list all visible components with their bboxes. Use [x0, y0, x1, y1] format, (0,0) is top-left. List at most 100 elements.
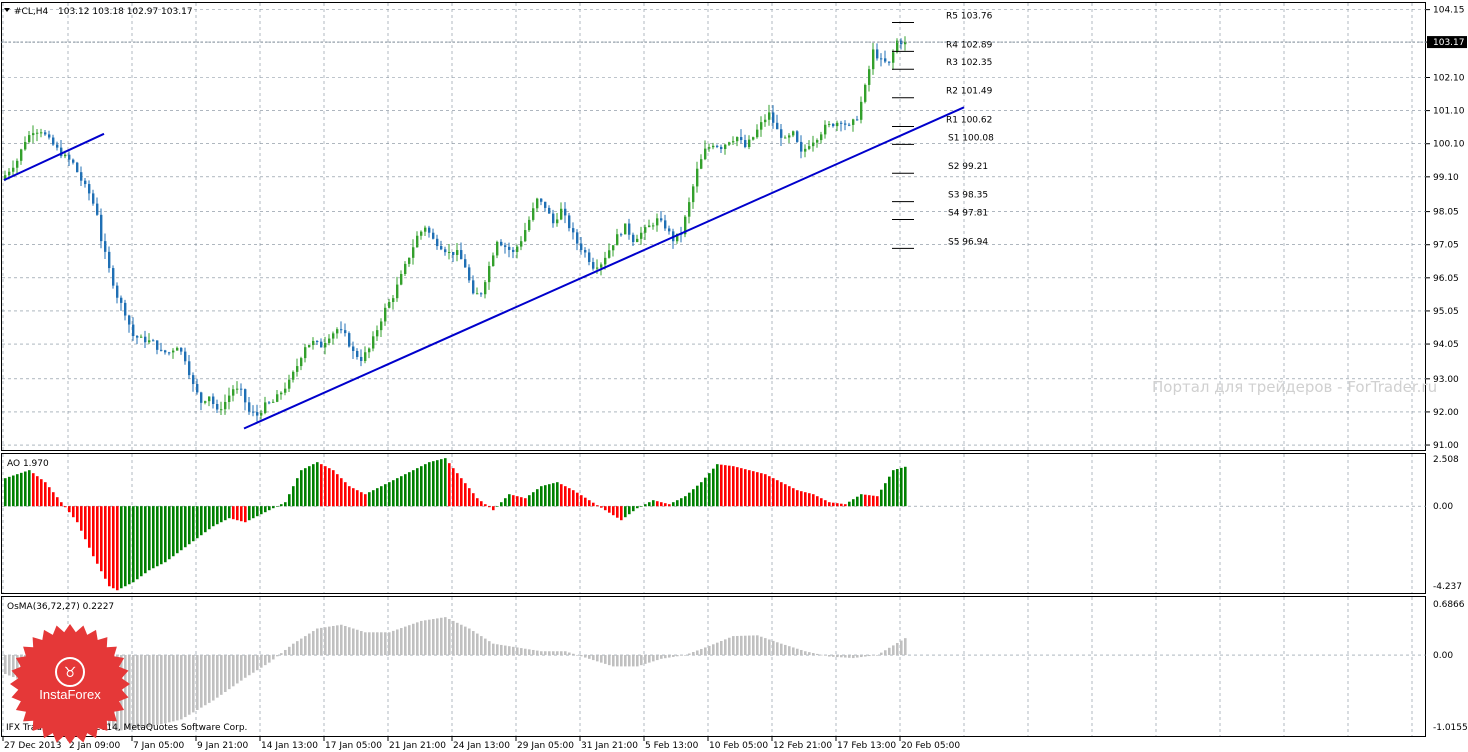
osma-bar	[476, 633, 479, 656]
candle	[136, 334, 139, 345]
candle	[224, 394, 227, 415]
ao-bar	[664, 503, 667, 507]
candle	[848, 122, 851, 127]
osma-bar	[728, 637, 731, 656]
ao-bar	[348, 486, 351, 507]
osma-bar	[788, 646, 791, 656]
candle	[344, 323, 347, 337]
osma-bar	[364, 632, 367, 656]
ao-bar	[180, 506, 183, 551]
ao-bar	[356, 490, 359, 507]
candle	[688, 197, 691, 224]
candle	[612, 245, 615, 257]
candle	[184, 347, 187, 365]
candle	[220, 401, 223, 415]
candle	[88, 180, 91, 201]
pivot-level-label: S3 98.35	[948, 191, 988, 201]
watermark-text: Портал для трейдеров - ForTrader.ru	[1152, 378, 1437, 396]
ao-bar	[672, 502, 675, 507]
ao-bar	[776, 480, 779, 507]
ao-bar	[384, 484, 387, 507]
candle	[172, 348, 175, 359]
osma-bar	[608, 655, 611, 666]
trendline[interactable]	[243, 106, 965, 430]
ao-bar	[316, 462, 319, 507]
candle	[760, 116, 763, 137]
ao-bar	[652, 500, 655, 507]
ao-bar	[576, 492, 579, 507]
osma-bar	[252, 655, 255, 673]
candle	[36, 129, 39, 142]
osma-bar	[796, 648, 799, 656]
osma-bar	[616, 655, 619, 667]
osma-bar	[144, 655, 147, 728]
ao-bar	[900, 467, 903, 507]
ao-bar	[544, 485, 547, 507]
osma-bar	[844, 655, 847, 658]
candle	[740, 129, 743, 144]
trendline[interactable]	[3, 132, 105, 182]
candle	[576, 229, 579, 251]
candle	[420, 230, 423, 240]
candle	[72, 158, 75, 165]
ao-bar	[904, 466, 907, 507]
ao-bar	[448, 463, 451, 507]
ao-bar	[588, 500, 591, 507]
osma-bar	[508, 646, 511, 656]
candle	[276, 390, 279, 403]
osma-bar	[216, 655, 219, 698]
osma-bar	[324, 627, 327, 656]
candle	[132, 317, 135, 341]
ao-bar	[296, 478, 299, 507]
candle	[268, 400, 271, 405]
ao-bar	[604, 506, 607, 511]
osma-bar	[400, 628, 403, 656]
y-tick-label: 91.00	[1433, 441, 1459, 451]
ao-bar	[484, 504, 487, 507]
osma-bar	[600, 655, 603, 663]
ao-bar	[60, 502, 63, 507]
ao-bar	[172, 506, 175, 557]
ao-bar	[852, 499, 855, 507]
ao-bar	[304, 468, 307, 507]
candle	[460, 242, 463, 260]
ao-bar	[700, 482, 703, 507]
candle	[544, 201, 547, 212]
ao-bar	[144, 506, 147, 574]
ao-bar	[256, 506, 259, 517]
osma-bar	[552, 651, 555, 656]
ao-bar	[164, 506, 167, 563]
osma-bar	[344, 625, 347, 656]
candle	[360, 349, 363, 367]
ao-bar	[196, 506, 199, 539]
candle	[832, 122, 835, 128]
copyright-text: IFX Trader, © 2001-2014, MetaQuotes Soft…	[6, 723, 247, 733]
ao-bar	[116, 506, 119, 591]
osma-bar	[440, 617, 443, 656]
candle	[128, 314, 131, 333]
candle	[524, 222, 527, 243]
ao-bar	[488, 506, 491, 508]
osma-bar	[540, 651, 543, 656]
ao-bar	[340, 478, 343, 507]
osma-bar	[500, 644, 503, 656]
ao-bar	[792, 488, 795, 507]
candle	[780, 123, 783, 146]
candle	[564, 202, 567, 224]
osma-bar	[568, 652, 571, 656]
ao-bar	[616, 506, 619, 518]
osma-bar	[180, 655, 183, 720]
osma-bar	[688, 653, 691, 656]
candle	[328, 334, 331, 346]
candle	[32, 125, 35, 144]
ao-bar	[404, 474, 407, 507]
osma-bar	[584, 655, 587, 658]
ao-bar	[820, 498, 823, 507]
candle	[288, 374, 291, 392]
osma-bar	[756, 635, 759, 656]
ao-bar	[568, 488, 571, 507]
ao-bar	[160, 506, 163, 565]
osma-bar	[360, 631, 363, 656]
osma-bar	[656, 655, 659, 661]
collapse-triangle-icon[interactable]	[4, 8, 10, 12]
